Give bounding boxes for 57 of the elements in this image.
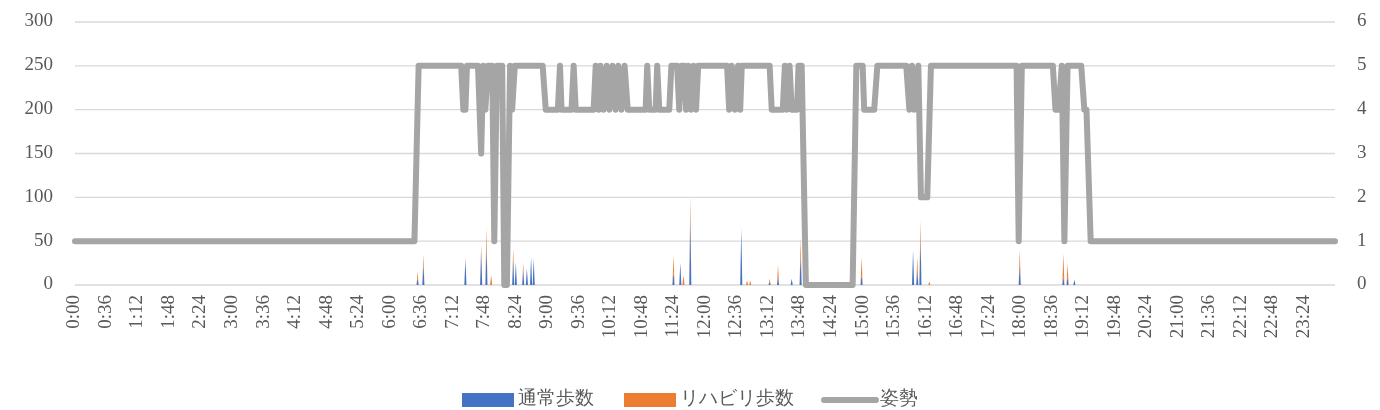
y-tick-label: 200 [24,97,53,119]
y2-tick-label: 2 [1357,184,1367,206]
x-tick-label: 10:12 [598,295,620,339]
x-tick-label: 22:12 [1228,295,1250,339]
x-tick-label: 12:36 [724,295,746,339]
legend-label: リハビリ歩数 [680,387,794,409]
x-tick-label: 9:36 [566,295,588,329]
x-tick-label: 23:24 [1291,294,1313,339]
x-tick-label: 12:00 [692,295,714,339]
x-tick-label: 4:12 [283,295,305,329]
x-tick-label: 16:12 [913,295,935,339]
x-tick-label: 9:00 [535,295,557,329]
x-tick-label: 4:48 [314,295,336,329]
x-tick-label: 3:00 [219,295,241,329]
x-tick-label: 21:00 [1165,295,1187,339]
y-tick-label: 250 [24,53,53,75]
y-tick-label: 300 [24,9,53,31]
x-tick-label: 19:12 [1071,295,1093,339]
y-tick-label: 50 [34,228,53,250]
x-tick-label: 8:24 [503,294,525,329]
x-tick-label: 14:24 [818,294,840,339]
x-tick-label: 22:48 [1260,295,1282,339]
x-tick-label: 0:00 [62,295,84,329]
x-tick-label: 21:36 [1197,295,1219,339]
x-tick-label: 3:36 [251,295,273,329]
x-tick-label: 7:48 [472,295,494,329]
x-tick-label: 13:48 [787,295,809,339]
y2-tick-label: 3 [1357,140,1367,162]
x-tick-label: 15:00 [850,295,872,339]
legend-label: 姿勢 [880,387,918,409]
y-tick-label: 150 [24,140,53,162]
x-tick-label: 13:12 [755,295,777,339]
x-tick-label: 6:36 [409,295,431,329]
x-tick-label: 19:48 [1102,295,1124,339]
y2-tick-label: 0 [1357,272,1367,294]
x-tick-label: 18:00 [1008,295,1030,339]
x-tick-label: 1:12 [125,295,147,329]
y2-tick-label: 5 [1357,53,1367,75]
x-tick-label: 1:48 [156,295,178,329]
x-tick-label: 7:12 [440,295,462,329]
y2-tick-label: 1 [1357,228,1367,250]
x-tick-label: 2:24 [188,294,210,329]
x-tick-label: 20:24 [1134,294,1156,339]
x-tick-label: 10:48 [629,295,651,339]
legend-label: 通常歩数 [518,387,594,409]
y-tick-label: 0 [43,272,53,294]
x-tick-label: 0:36 [93,295,115,329]
x-tick-label: 15:36 [882,295,904,339]
x-tick-label: 18:36 [1039,295,1061,339]
x-tick-label: 17:24 [976,294,998,339]
x-tick-label: 16:48 [945,295,967,339]
x-tick-label: 5:24 [346,294,368,329]
x-tick-label: 11:24 [661,294,683,338]
x-tick-label: 6:00 [377,295,399,329]
y2-tick-label: 6 [1357,9,1367,31]
y2-tick-label: 4 [1357,97,1367,119]
y-tick-label: 100 [24,184,53,206]
